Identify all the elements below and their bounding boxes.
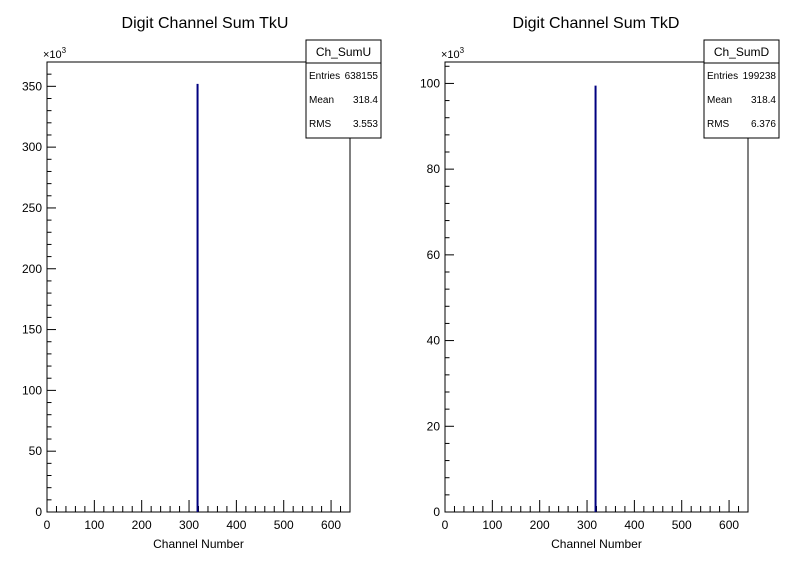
x-tick-label: 500: [274, 518, 294, 532]
y-tick-label: 300: [22, 140, 42, 154]
x-tick-label: 600: [719, 518, 739, 532]
x-tick-label: 300: [577, 518, 597, 532]
x-tick-label: 400: [226, 518, 246, 532]
multiplier-exponent: 3: [62, 46, 67, 55]
x-tick-label: 100: [482, 518, 502, 532]
x-tick-label: 600: [321, 518, 341, 532]
multiplier-exponent: 3: [460, 46, 465, 55]
stats-row-value: 638155: [345, 71, 379, 82]
y-tick-label: 40: [427, 334, 441, 348]
stats-row-value: 6.376: [751, 119, 776, 130]
y-tick-label: 100: [420, 76, 440, 90]
y-tick-label: 60: [427, 248, 441, 262]
y-tick-label: 0: [35, 505, 42, 519]
x-axis-label: Channel Number: [153, 537, 244, 551]
stats-name: Ch_SumD: [714, 45, 770, 59]
axis-multiplier: ×103: [441, 46, 465, 61]
stats-row-value: 199238: [743, 71, 777, 82]
x-tick-label: 0: [442, 518, 449, 532]
multiplier-base: ×10: [441, 49, 460, 61]
stats-row-value: 318.4: [751, 95, 776, 106]
stats-name: Ch_SumU: [316, 45, 371, 59]
x-tick-label: 200: [132, 518, 152, 532]
y-tick-label: 350: [22, 79, 42, 93]
stats-row-label: Entries: [707, 71, 738, 82]
x-tick-label: 0: [44, 518, 51, 532]
stats-row-label: Mean: [309, 95, 334, 106]
y-tick-label: 250: [22, 201, 42, 215]
axis-multiplier: ×103: [43, 46, 67, 61]
stats-row-label: RMS: [309, 119, 332, 130]
x-tick-label: 500: [672, 518, 692, 532]
stats-row-label: RMS: [707, 119, 730, 130]
y-tick-label: 50: [29, 444, 43, 458]
stats-row-label: Mean: [707, 95, 732, 106]
y-tick-label: 80: [427, 162, 441, 176]
x-tick-label: 200: [530, 518, 550, 532]
stats-box: [703, 39, 780, 139]
stats-row-value: 318.4: [353, 95, 378, 106]
x-tick-label: 100: [84, 518, 104, 532]
x-tick-label: 400: [624, 518, 644, 532]
y-tick-label: 100: [22, 383, 42, 397]
chart-title: Digit Channel Sum TkU: [122, 15, 289, 32]
y-tick-label: 0: [433, 505, 440, 519]
stats-box: [305, 39, 382, 139]
x-tick-label: 300: [179, 518, 199, 532]
stats-row-label: Entries: [309, 71, 340, 82]
y-tick-label: 200: [22, 262, 42, 276]
stats-row-value: 3.553: [353, 119, 378, 130]
chart-title: Digit Channel Sum TkD: [513, 15, 680, 32]
multiplier-base: ×10: [43, 49, 62, 61]
x-axis-label: Channel Number: [551, 537, 642, 551]
y-tick-label: 20: [427, 419, 441, 433]
y-tick-label: 150: [22, 323, 42, 337]
